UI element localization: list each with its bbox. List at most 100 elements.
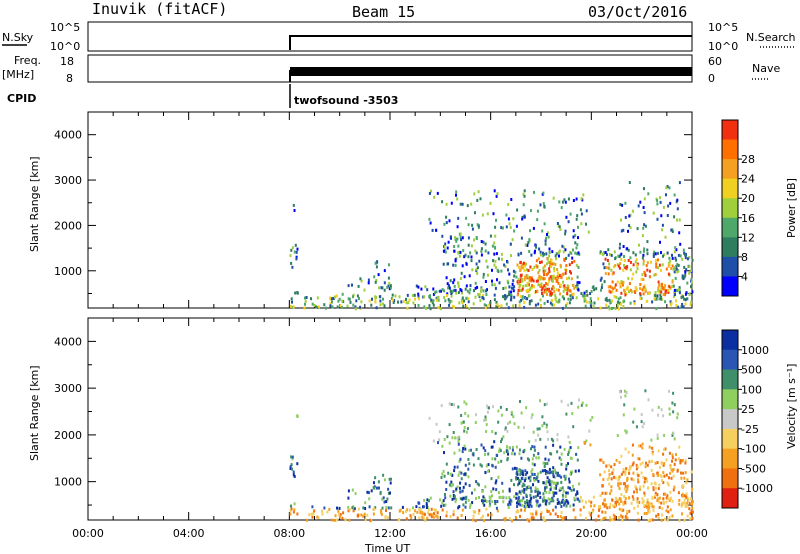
data-cell xyxy=(352,295,354,299)
data-cell xyxy=(619,242,621,246)
data-cell xyxy=(518,282,520,286)
data-cell xyxy=(469,503,472,507)
data-cell xyxy=(490,445,493,449)
data-cell xyxy=(485,423,488,427)
data-cell xyxy=(590,290,593,293)
data-cell xyxy=(537,472,540,476)
data-cell xyxy=(456,197,459,201)
data-cell xyxy=(419,510,422,514)
data-cell xyxy=(377,480,380,484)
data-cell xyxy=(527,288,529,292)
data-cell xyxy=(414,297,417,301)
data-cell xyxy=(551,496,554,500)
data-cell xyxy=(658,496,661,500)
data-cell xyxy=(656,251,659,255)
data-cell xyxy=(437,298,440,302)
data-cell xyxy=(673,250,676,254)
data-cell xyxy=(487,469,490,473)
data-cell xyxy=(457,251,460,255)
data-cell xyxy=(548,277,551,281)
data-cell xyxy=(618,390,621,394)
data-cell xyxy=(459,490,462,494)
data-cell xyxy=(483,418,486,422)
data-cell xyxy=(296,512,299,516)
data-cell xyxy=(544,502,547,506)
data-cell xyxy=(338,297,341,301)
data-cell xyxy=(588,300,591,304)
data-cell xyxy=(518,481,521,485)
data-cell xyxy=(670,267,673,270)
data-cell xyxy=(550,437,553,441)
data-cell xyxy=(657,516,660,520)
data-cell xyxy=(618,246,621,250)
data-cell xyxy=(578,281,581,285)
data-cell xyxy=(657,496,660,500)
data-cell xyxy=(296,462,299,466)
data-cell xyxy=(508,489,511,493)
data-cell xyxy=(610,286,613,290)
data-cell xyxy=(675,248,678,252)
data-cell xyxy=(674,458,677,462)
data-cell xyxy=(449,472,452,476)
data-cell xyxy=(493,241,496,245)
data-cell xyxy=(507,306,510,310)
data-cell xyxy=(387,284,390,288)
data-cell xyxy=(454,289,457,292)
data-cell xyxy=(539,250,542,254)
data-cell xyxy=(369,518,372,522)
data-cell xyxy=(679,242,682,246)
data-cell xyxy=(566,284,569,288)
data-cell xyxy=(624,497,627,501)
data-cell xyxy=(426,288,429,292)
data-cell xyxy=(405,517,408,521)
data-cell xyxy=(553,266,556,270)
data-cell xyxy=(484,280,487,283)
data-cell xyxy=(493,252,496,256)
data-cell xyxy=(473,192,476,196)
data-cell xyxy=(570,251,573,255)
colorbar-tick-label: 12 xyxy=(741,231,755,244)
data-cell xyxy=(520,236,523,240)
data-cell xyxy=(656,199,659,202)
data-cell xyxy=(383,500,386,504)
data-cell xyxy=(547,235,550,239)
data-cell xyxy=(493,263,496,267)
data-cell xyxy=(550,291,553,295)
data-cell xyxy=(589,504,592,508)
data-cell xyxy=(564,501,567,505)
data-cell xyxy=(675,288,677,292)
data-cell xyxy=(656,217,659,221)
data-cell xyxy=(493,298,496,302)
data-cell xyxy=(560,462,563,466)
data-cell xyxy=(421,512,424,516)
data-cell xyxy=(545,490,548,494)
data-cell xyxy=(455,291,458,295)
data-cell xyxy=(444,299,447,303)
data-cell xyxy=(539,277,542,281)
data-cell xyxy=(344,518,347,522)
data-cell xyxy=(620,302,622,306)
data-cell xyxy=(673,291,676,295)
data-cell xyxy=(566,289,569,292)
data-cell xyxy=(648,501,651,505)
data-cell xyxy=(498,281,501,285)
data-cell xyxy=(552,466,555,470)
data-cell xyxy=(610,465,613,469)
data-cell xyxy=(292,305,295,309)
data-cell xyxy=(664,492,667,496)
data-cell xyxy=(573,286,576,290)
data-cell xyxy=(513,295,516,299)
data-cell xyxy=(652,486,655,490)
data-cell xyxy=(476,223,479,227)
colorbar-tick-label: 28 xyxy=(741,153,755,166)
data-cell xyxy=(382,473,385,477)
data-cell xyxy=(631,463,634,467)
data-cell xyxy=(628,290,630,294)
data-cell xyxy=(502,287,505,290)
data-cell xyxy=(545,262,548,266)
data-cell xyxy=(644,465,647,469)
data-cell xyxy=(550,482,553,486)
data-cell xyxy=(519,283,522,287)
data-cell xyxy=(593,301,596,305)
